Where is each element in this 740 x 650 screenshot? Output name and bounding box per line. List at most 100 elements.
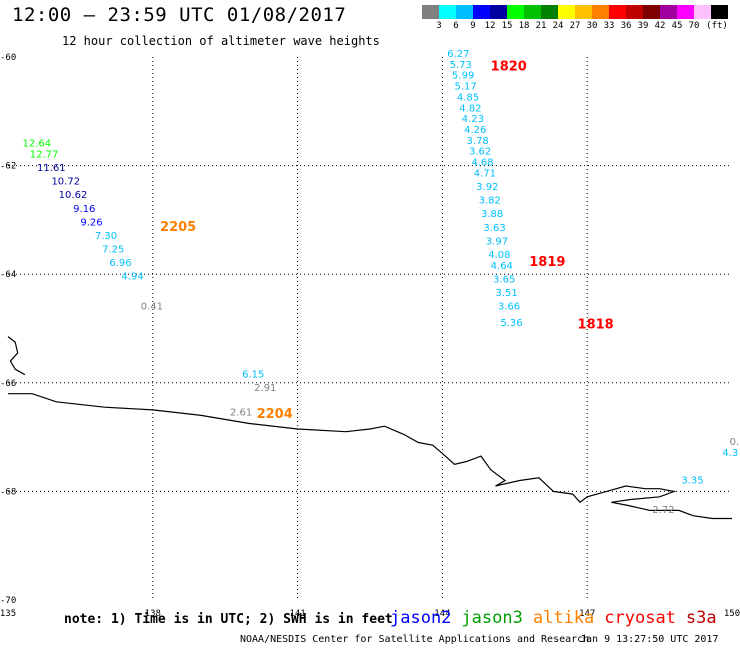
legend-label: 42 <box>654 21 666 31</box>
legend-label: 15 <box>501 21 513 31</box>
satellite-cryosat: cryosat <box>604 608 676 628</box>
pass-time-label: 1820 <box>491 60 527 75</box>
satellite-legend: jason2 jason3 altika cryosat s3a <box>390 608 727 628</box>
wave-height-value: 5.17 <box>454 82 476 93</box>
legend-label: 36 <box>620 21 632 31</box>
longitude-tick-label: 141 <box>289 609 305 619</box>
legend-swatch <box>609 5 626 19</box>
wave-height-value: 6.96 <box>109 258 131 269</box>
wave-height-value: 12.77 <box>30 149 59 160</box>
longitude-tick-label: 147 <box>579 609 595 619</box>
wave-height-value: 3.82 <box>479 196 501 207</box>
legend-label: 27 <box>569 21 581 31</box>
satellite-s3a: s3a <box>685 608 717 628</box>
wave-height-value: 10.72 <box>51 177 80 188</box>
wave-height-value: 3.35 <box>681 475 703 486</box>
legend-swatch <box>422 5 439 19</box>
coastline-fragment <box>7 336 26 376</box>
wave-height-value: 3.78 <box>467 136 489 147</box>
wave-height-value: 0.41 <box>141 301 163 312</box>
legend-label: 18 <box>518 21 530 31</box>
wave-height-value: 4.94 <box>121 272 143 283</box>
wave-height-value: 0. <box>730 437 740 448</box>
latitude-tick-label: -68 <box>0 487 16 497</box>
legend-label: 33 <box>603 21 615 31</box>
longitude-tick-label: 144 <box>434 609 450 619</box>
chart-subtitle: 12 hour collection of altimeter wave hei… <box>62 34 380 48</box>
wave-height-value: 9.26 <box>80 217 102 228</box>
wave-height-value: 11.61 <box>37 163 66 174</box>
pass-time-label: 2204 <box>257 407 293 422</box>
axis-tick-labels: 135 138 141 144 147 150 -60 -62 -64 -66 -68 -70 <box>0 53 740 619</box>
latitude-tick-label: -66 <box>0 379 16 389</box>
footer-timestamp: Jan 9 13:27:50 UTC 2017 <box>580 634 719 645</box>
pass-time-label: 1818 <box>578 318 614 333</box>
legend-swatch <box>643 5 660 19</box>
pass-time-label: 2205 <box>160 220 196 235</box>
chart-title: 12:00 – 23:59 UTC 01/08/2017 <box>12 4 347 26</box>
wave-height-value: 4.26 <box>464 125 486 136</box>
track-labels: 1820 1819 1818 2205 2204 <box>160 60 614 423</box>
legend-label: 3 <box>436 21 442 31</box>
legend-label: 6 <box>453 21 459 31</box>
legend-swatch <box>558 5 575 19</box>
legend-label: 70 <box>688 21 700 31</box>
legend-swatch <box>711 5 728 19</box>
wave-height-value: 3.66 <box>498 301 520 312</box>
wave-height-value: 2.72 <box>652 505 674 516</box>
wave-height-value: 3.97 <box>486 236 508 247</box>
wave-height-value: 7.25 <box>102 244 124 255</box>
color-legend: 3 6 9 12 15 18 21 24 27 30 33 36 39 42 45 70 (ft) <box>422 5 728 33</box>
wave-height-value: 4.71 <box>474 168 496 179</box>
legend-swatch <box>694 5 711 19</box>
legend-swatch <box>677 5 694 19</box>
wave-height-value: 5.73 <box>450 60 472 71</box>
legend-label: 21 <box>535 21 547 31</box>
legend-color-bar <box>422 5 728 19</box>
wave-height-value: 2.91 <box>254 383 276 394</box>
wave-height-value: 4.3 <box>722 448 738 459</box>
latitude-tick-label: -70 <box>0 596 16 606</box>
latitude-tick-label: -64 <box>0 270 16 280</box>
wave-height-value: 2.61 <box>230 407 252 418</box>
legend-label: 45 <box>671 21 683 31</box>
legend-label: (ft) <box>706 21 728 31</box>
pass-time-label: 1819 <box>529 255 565 270</box>
legend-swatch <box>473 5 490 19</box>
longitude-tick-label: 150 <box>724 609 740 619</box>
wave-height-value: 3.51 <box>495 288 517 299</box>
wave-height-value: 4.85 <box>457 92 479 103</box>
legend-label: 39 <box>637 21 649 31</box>
longitude-tick-label: 138 <box>145 609 161 619</box>
wave-height-value: 4.23 <box>462 114 484 125</box>
wave-height-value: 3.62 <box>469 147 491 158</box>
longitude-tick-label: 135 <box>0 609 16 619</box>
wave-height-value: 3.88 <box>481 209 503 220</box>
satellite-altika: altika <box>532 608 595 628</box>
legend-swatch <box>490 5 507 19</box>
latitude-tick-label: -60 <box>0 53 16 63</box>
legend-swatch <box>660 5 677 19</box>
observation-labels: 6.275.735.995.174.854.824.234.263.783.62… <box>22 49 739 516</box>
wave-height-value: 5.99 <box>452 71 474 82</box>
legend-swatch <box>524 5 541 19</box>
footer-credit: NOAA/NESDIS Center for Satellite Applica… <box>240 634 590 645</box>
wave-height-value: 4.68 <box>471 158 493 169</box>
wave-height-value: 4.82 <box>459 103 481 114</box>
wave-height-value: 12.64 <box>22 139 51 150</box>
wave-height-value: 6.15 <box>242 369 264 380</box>
wave-height-value: 6.27 <box>447 49 469 60</box>
wave-height-value: 7.30 <box>95 231 117 242</box>
wave-height-value: 3.65 <box>493 274 515 285</box>
legend-swatch <box>507 5 524 19</box>
footer-note: note: 1) Time is in UTC; 2) SWH is in fe… <box>64 612 393 627</box>
satellite-jason2: jason2 <box>390 608 452 628</box>
legend-label: 12 <box>484 21 496 31</box>
legend-label: 9 <box>470 21 476 31</box>
legend-label: 30 <box>586 21 598 31</box>
legend-swatch <box>592 5 609 19</box>
wave-height-value: 3.63 <box>483 223 505 234</box>
legend-swatch <box>439 5 456 19</box>
legend-swatch <box>575 5 592 19</box>
